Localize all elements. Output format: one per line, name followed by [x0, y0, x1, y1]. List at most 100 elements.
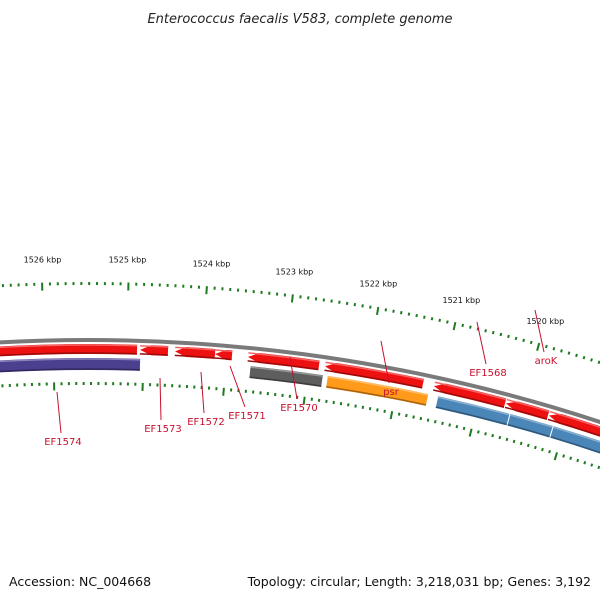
lower-gene-arc-highlight [553, 426, 600, 443]
lower-scale-tick [562, 454, 566, 458]
upper-scale-tick [384, 308, 388, 312]
lower-gene-arc-shade [435, 406, 507, 426]
lower-gene-arc [435, 396, 510, 426]
tick-label: 1523 kbp [276, 267, 314, 276]
lower-tick-track [1, 382, 600, 470]
lower-scale-tick [412, 415, 415, 419]
lower-scale-tick [426, 418, 430, 422]
lower-scale-tick [526, 443, 530, 448]
lower-scale-tick [368, 406, 372, 411]
lower-scale-tick [590, 463, 594, 467]
tick-label: 1521 kbp [442, 296, 480, 305]
gene-label: EF1570 [280, 403, 318, 414]
upper-scale-tick [560, 349, 563, 353]
accession-text: Accession: NC_004668 [9, 574, 151, 589]
upper-scale-tick [392, 309, 395, 313]
upper-gene-track [0, 344, 600, 437]
lower-scale-tick [553, 452, 558, 461]
gene-label: EF1572 [187, 417, 225, 428]
lower-scale-tick [519, 441, 523, 446]
upper-scale-tick [205, 286, 208, 295]
upper-scale-tick [582, 355, 586, 360]
gene-label: aroK [535, 356, 558, 367]
leader-line [200, 371, 205, 414]
lower-scale-tick [419, 416, 423, 421]
lower-scale-tick [389, 411, 394, 420]
upper-gene-arc [434, 383, 507, 409]
upper-gene-arc [140, 345, 169, 356]
lower-scale-tick [455, 425, 459, 429]
lower-scale-tick [222, 387, 225, 396]
upper-scale-tick [415, 313, 418, 318]
upper-gene-arc-highlight [506, 398, 550, 413]
upper-scale-tick [514, 336, 518, 341]
upper-gene-arc-highlight [434, 381, 507, 401]
lower-gene-arc-shade [550, 436, 600, 454]
lower-gene-arc-highlight [437, 396, 510, 416]
upper-scale-tick [552, 347, 556, 351]
tick-label: 1522 kbp [360, 280, 398, 289]
upper-gene-arc-shade [432, 389, 505, 408]
lower-scale-tick [405, 413, 408, 418]
gene-label: EF1573 [144, 424, 182, 435]
lower-gene-arc-highlight [327, 376, 429, 396]
lower-scale-tick [397, 412, 401, 416]
lower-gene-arc-shade [326, 385, 427, 406]
leader-line [476, 321, 487, 365]
lower-scale-tick [383, 409, 386, 413]
lower-scale-tick [354, 404, 357, 408]
upper-gene-arc [215, 349, 233, 361]
lower-scale-tick [498, 435, 502, 440]
upper-scale-tick [575, 353, 578, 358]
upper-gene-arc-shade [139, 353, 168, 356]
genome-summary-text: Topology: circular; Length: 3,218,031 bp… [247, 574, 591, 589]
upper-gene-arc-shade [214, 357, 232, 361]
lower-scale-tick [441, 421, 444, 426]
upper-scale-tick [407, 312, 411, 316]
lower-scale-tick [468, 428, 473, 437]
upper-scale-tick [469, 325, 472, 329]
lower-scale-tick [376, 408, 379, 412]
upper-gene-arc-shade [0, 352, 137, 357]
upper-scale-tick [529, 340, 533, 345]
lower-scale-tick [448, 423, 451, 427]
lower-scale-tick [583, 461, 587, 465]
upper-gene-arc-highlight [140, 345, 169, 348]
upper-gene-arc-highlight [549, 410, 600, 429]
tick-label: 1526 kbp [24, 256, 62, 265]
lower-scale-tick [491, 433, 495, 438]
leader-line [289, 356, 298, 400]
upper-scale-tick [438, 318, 442, 323]
tick-label: 1524 kbp [193, 259, 231, 268]
lower-scale-tick [541, 447, 544, 452]
upper-scale-tick [484, 329, 487, 333]
lower-gene-arc [326, 375, 429, 406]
lower-gene-arc-shade [507, 423, 550, 438]
lower-scale-tick [477, 430, 480, 434]
upper-scale-tick [522, 338, 526, 343]
lower-scale-tick [462, 426, 466, 431]
upper-scale-tick [491, 330, 495, 335]
upper-gene-arc-shade [324, 369, 423, 389]
lower-scale-tick [433, 420, 437, 424]
upper-scale-tick [597, 360, 600, 365]
lower-scale-tick [569, 456, 573, 460]
lower-gene-arc-highlight [250, 366, 323, 377]
lower-gene-arc-highlight [0, 358, 141, 363]
leader-line [56, 391, 62, 434]
gene-label-leaders [56, 309, 545, 434]
map-title: Enterococcus faecalis V583, complete gen… [147, 12, 452, 27]
upper-tick-track [1, 281, 600, 365]
lower-gene-arc [507, 414, 553, 438]
upper-scale-tick [399, 311, 403, 315]
gene-label: EF1568 [469, 368, 507, 379]
upper-scale-tick [567, 351, 571, 355]
lower-gene-arc-shade [0, 368, 140, 373]
lower-scale-tick [505, 437, 509, 442]
upper-scale-tick [446, 320, 449, 324]
upper-gene-arc-highlight [325, 361, 424, 381]
upper-scale-tick [452, 322, 457, 331]
upper-gene-arc [325, 363, 425, 389]
upper-scale-tick [590, 358, 593, 362]
